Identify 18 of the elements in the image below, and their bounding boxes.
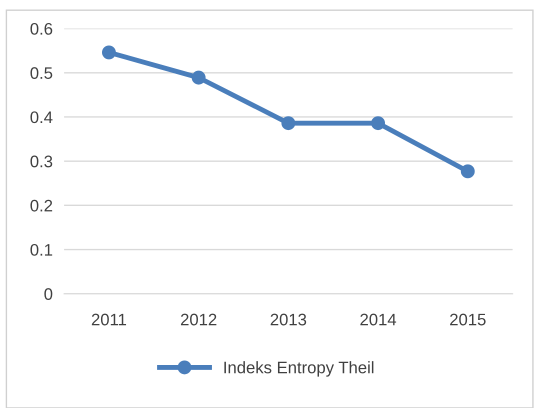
point [192, 70, 206, 85]
y-tick-label: 0.2 [30, 200, 52, 212]
point [460, 164, 475, 178]
x-tick-label: 2012 [180, 314, 216, 326]
y-tick-label: 0.6 [30, 22, 52, 35]
y-tick-label: 0.5 [30, 67, 52, 79]
x-tick-label: 2015 [450, 314, 486, 326]
y-tick-label: 0.1 [30, 244, 52, 256]
point [371, 116, 386, 130]
legend-label: Indeks Entropy Theil [224, 361, 374, 377]
y-tick-label: 0 [44, 288, 52, 300]
point [281, 116, 296, 130]
point [102, 45, 116, 60]
y-tick-label: 0.4 [30, 111, 52, 124]
x-tick-label: 2013 [270, 314, 306, 326]
x-tick-label: 2014 [360, 314, 396, 326]
x-tick-label: 2011 [92, 314, 126, 326]
y-tick-label: 0.3 [30, 156, 52, 168]
